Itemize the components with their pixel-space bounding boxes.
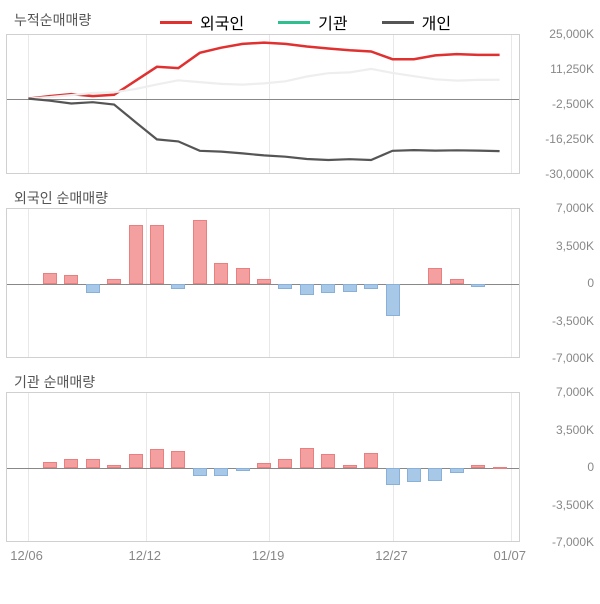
y-tick: -16,250K xyxy=(524,132,594,146)
bar xyxy=(386,468,400,485)
y-tick: 0 xyxy=(524,460,594,474)
series-개인 xyxy=(28,99,499,160)
bar xyxy=(64,275,78,284)
bar xyxy=(214,468,228,476)
institution-y-axis: 7,000K3,500K0-3,500K-7,000K xyxy=(524,392,594,542)
legend-line-individual xyxy=(382,21,414,24)
bar xyxy=(43,462,57,468)
bar xyxy=(236,468,250,471)
bar xyxy=(214,263,228,284)
bar xyxy=(300,284,314,295)
y-tick: 25,000K xyxy=(524,27,594,41)
y-tick: -7,000K xyxy=(524,351,594,365)
bar xyxy=(450,468,464,473)
cumulative-chart-title: 누적순매매량 xyxy=(14,10,91,30)
institution-chart: 7,000K3,500K0-3,500K-7,000K xyxy=(0,392,600,542)
bar xyxy=(471,284,485,287)
grid-line xyxy=(146,209,147,357)
foreign-chart: 7,000K3,500K0-3,500K-7,000K xyxy=(0,208,600,358)
legend-label-foreign: 외국인 xyxy=(200,10,244,34)
bar xyxy=(428,468,442,481)
bar xyxy=(150,225,164,284)
grid-line xyxy=(28,209,29,357)
y-tick: -3,500K xyxy=(524,498,594,512)
bar xyxy=(364,453,378,468)
series-기관 xyxy=(28,69,499,99)
series-외국인 xyxy=(28,43,499,99)
x-tick: 12/27 xyxy=(375,548,408,563)
bar xyxy=(278,459,292,468)
bar xyxy=(364,284,378,289)
foreign-y-axis: 7,000K3,500K0-3,500K-7,000K xyxy=(524,208,594,358)
y-tick: -30,000K xyxy=(524,167,594,181)
x-tick: 01/07 xyxy=(493,548,526,563)
cumulative-y-axis: 25,000K11,250K-2,500K-16,250K-30,000K xyxy=(524,34,594,174)
bar xyxy=(493,467,507,469)
x-tick: 12/12 xyxy=(128,548,161,563)
legend-item-individual: 개인 xyxy=(382,10,451,34)
bar xyxy=(236,268,250,284)
grid-line xyxy=(511,393,512,541)
zero-line xyxy=(7,284,519,285)
legend-label-institution: 기관 xyxy=(318,10,347,34)
bar xyxy=(193,220,207,284)
y-tick: 0 xyxy=(524,276,594,290)
bar xyxy=(107,279,121,284)
bar xyxy=(343,465,357,468)
grid-line xyxy=(511,209,512,357)
bar xyxy=(321,454,335,468)
bar xyxy=(86,459,100,468)
legend-line-foreign xyxy=(160,21,192,24)
grid-line xyxy=(393,209,394,357)
bar xyxy=(129,225,143,284)
cumulative-plot-area xyxy=(6,34,520,174)
institution-chart-title: 기관 순매매량 xyxy=(14,372,95,392)
bar xyxy=(150,449,164,468)
bar xyxy=(428,268,442,284)
x-tick: 12/19 xyxy=(252,548,285,563)
bar xyxy=(300,448,314,468)
foreign-chart-title: 외국인 순매매량 xyxy=(14,188,108,208)
bar xyxy=(386,284,400,316)
bar xyxy=(43,273,57,284)
bar xyxy=(107,465,121,468)
y-tick: 7,000K xyxy=(524,385,594,399)
cumulative-chart: 25,000K11,250K-2,500K-16,250K-30,000K xyxy=(0,34,600,174)
bar xyxy=(278,284,292,289)
y-tick: 11,250K xyxy=(524,62,594,76)
institution-plot-area xyxy=(6,392,520,542)
legend-label-individual: 개인 xyxy=(422,10,451,34)
bar xyxy=(471,465,485,468)
bar xyxy=(257,279,271,284)
foreign-plot-area xyxy=(6,208,520,358)
bar xyxy=(257,463,271,468)
cumulative-lines xyxy=(7,35,521,175)
grid-line xyxy=(393,393,394,541)
y-tick: -2,500K xyxy=(524,97,594,111)
y-tick: -7,000K xyxy=(524,535,594,549)
bar xyxy=(193,468,207,476)
y-tick: 3,500K xyxy=(524,423,594,437)
legend-item-foreign: 외국인 xyxy=(160,10,244,34)
bar xyxy=(343,284,357,292)
grid-line xyxy=(28,393,29,541)
y-tick: 7,000K xyxy=(524,201,594,215)
legend: 외국인 기관 개인 xyxy=(160,10,451,34)
bar xyxy=(407,468,421,482)
bar xyxy=(321,284,335,293)
grid-line xyxy=(146,393,147,541)
x-tick: 12/06 xyxy=(10,548,43,563)
bar xyxy=(171,284,185,289)
bar xyxy=(86,284,100,293)
bar xyxy=(129,454,143,468)
y-tick: 3,500K xyxy=(524,239,594,253)
legend-line-institution xyxy=(278,21,310,24)
bar xyxy=(171,451,185,468)
x-axis: 12/0612/1212/1912/2701/07 xyxy=(6,548,520,568)
y-tick: -3,500K xyxy=(524,314,594,328)
bar xyxy=(450,279,464,284)
legend-item-institution: 기관 xyxy=(278,10,347,34)
bar xyxy=(64,459,78,468)
